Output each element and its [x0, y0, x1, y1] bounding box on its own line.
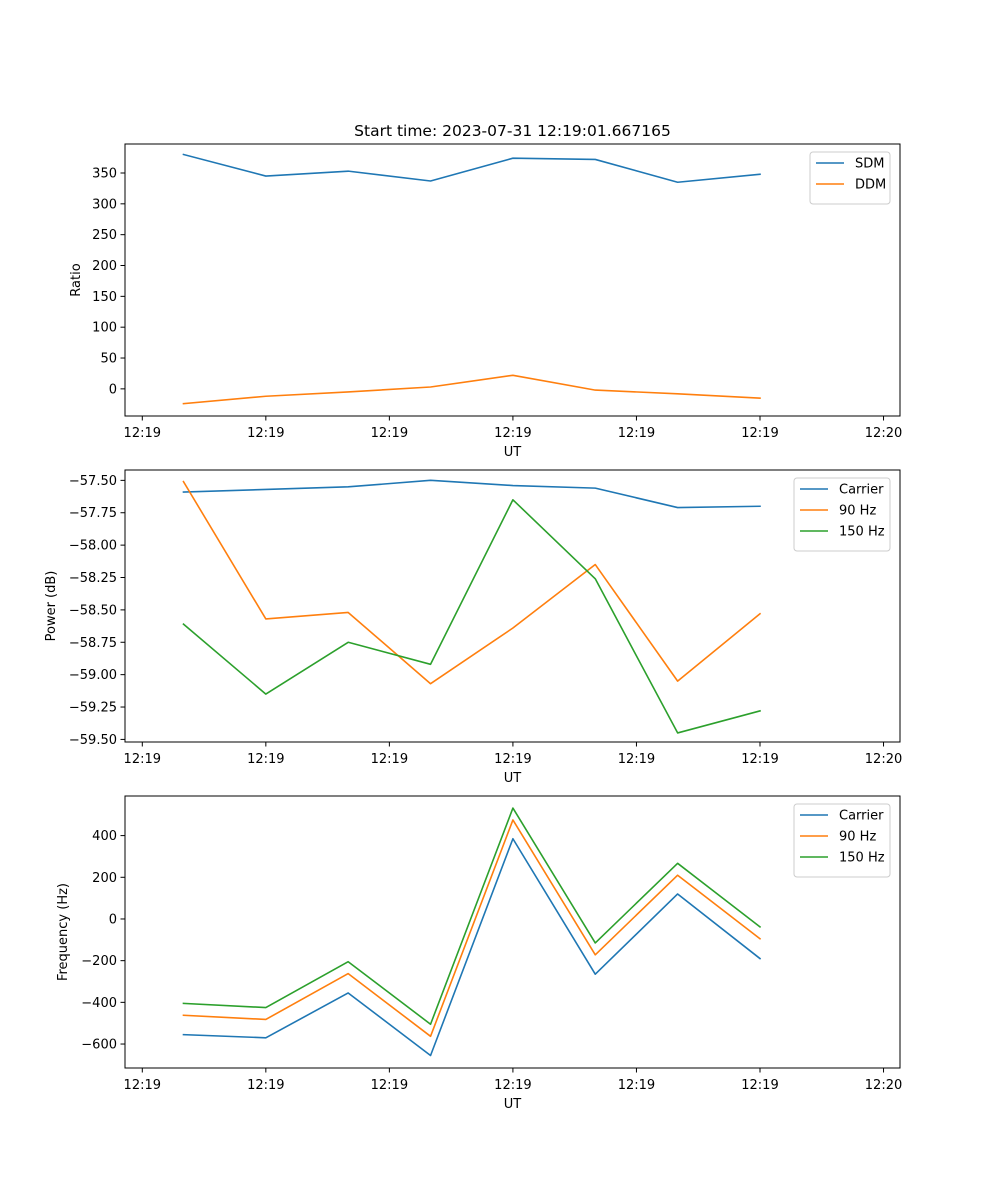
x-tick-label: 12:19: [124, 426, 161, 441]
legend-label: 150 Hz: [839, 525, 885, 540]
x-tick-label: 12:19: [371, 1078, 408, 1093]
y-tick-label: 200: [92, 871, 117, 886]
x-axis-label: UT: [504, 771, 522, 786]
y-tick-label: −59.50: [69, 733, 117, 748]
x-tick-label: 12:19: [741, 426, 778, 441]
series-line-carrier: [182, 837, 762, 1057]
y-axis-label: Power (dB): [44, 571, 59, 642]
series-line-150-hz: [182, 807, 762, 1026]
y-axis-label: Ratio: [69, 263, 84, 296]
y-tick-label: −57.75: [69, 506, 117, 521]
y-tick-label: −58.50: [69, 603, 117, 618]
y-tick-label: −58.00: [69, 539, 117, 554]
series-line-150-hz: [182, 498, 761, 734]
y-tick-label: 200: [92, 259, 117, 274]
x-tick-label: 12:19: [494, 1078, 531, 1093]
legend-label: Carrier: [839, 809, 884, 824]
y-tick-label: 400: [92, 829, 117, 844]
y-tick-label: 250: [92, 228, 117, 243]
x-axis-label: UT: [504, 445, 522, 460]
panel-power: 12:19 12:19 12:19 12:19 12:19 12:19 12:20 −59.5…: [44, 469, 902, 786]
y-axis-label: Frequency (Hz): [56, 883, 71, 981]
y-tick-label: −600: [81, 1038, 117, 1053]
x-tick-label: 12:19: [494, 426, 531, 441]
legend-ratio: SDM DDM: [809, 151, 891, 205]
legend-box: [793, 477, 891, 552]
x-tick-label: 12:20: [865, 1078, 902, 1093]
x-tick-label: 12:19: [124, 752, 161, 767]
x-tick-label: 12:19: [124, 1078, 161, 1093]
x-tick-label: 12:19: [371, 426, 408, 441]
x-tick-label: 12:19: [618, 752, 655, 767]
chart-title: Start time: 2023-07-31 12:19:01.667165: [354, 122, 671, 140]
y-tick-label: −59.25: [69, 701, 117, 716]
y-tick-label: 50: [100, 352, 117, 367]
x-tick-label: 12:19: [741, 752, 778, 767]
series-line-carrier: [182, 479, 761, 509]
legend-label: SDM: [855, 157, 884, 172]
x-tick-label: 12:20: [865, 426, 902, 441]
legend-power: Carrier 90 Hz 150 Hz: [793, 477, 891, 552]
legend-box: [793, 803, 891, 878]
series-line-90-hz: [182, 819, 762, 1038]
series-line-ddm: [182, 374, 761, 405]
x-tick-label: 12:19: [247, 752, 284, 767]
y-tick-label: 300: [92, 197, 117, 212]
y-tick-label: 100: [92, 321, 117, 336]
y-tick-label: 350: [92, 166, 117, 181]
series-line-sdm: [182, 153, 761, 184]
panel-ratio: 12:19 12:19 12:19 12:19 12:19 12:19 12:20 0 50 10…: [69, 143, 902, 460]
legend-label: 90 Hz: [839, 504, 876, 519]
series-line-90-hz: [182, 480, 762, 685]
legend-label: DDM: [855, 178, 886, 193]
y-tick-label: −58.25: [69, 571, 117, 586]
x-tick-label: 12:19: [247, 1078, 284, 1093]
y-tick-label: −58.75: [69, 636, 117, 651]
legend-label: Carrier: [839, 483, 884, 498]
x-tick-label: 12:19: [494, 752, 531, 767]
x-tick-label: 12:19: [371, 752, 408, 767]
legend-frequency: Carrier 90 Hz 150 Hz: [793, 803, 891, 878]
legend-box: [809, 151, 891, 205]
x-tick-label: 12:20: [865, 752, 902, 767]
y-tick-label: 0: [109, 382, 117, 397]
y-tick-label: −59.00: [69, 668, 117, 683]
y-tick-label: −400: [81, 996, 117, 1011]
x-tick-label: 12:19: [247, 426, 284, 441]
y-tick-label: −200: [81, 954, 117, 969]
y-tick-label: −57.50: [69, 474, 117, 489]
x-tick-label: 12:19: [618, 1078, 655, 1093]
x-tick-label: 12:19: [741, 1078, 778, 1093]
legend-label: 150 Hz: [839, 851, 885, 866]
y-tick-label: 0: [109, 912, 117, 927]
legend-label: 90 Hz: [839, 830, 876, 845]
y-tick-label: 150: [92, 290, 117, 305]
x-tick-label: 12:19: [618, 426, 655, 441]
panel-frequency: 12:19 12:19 12:19 12:19 12:19 12:19 12:20 −600 −…: [56, 795, 902, 1112]
x-axis-label: UT: [504, 1097, 522, 1112]
